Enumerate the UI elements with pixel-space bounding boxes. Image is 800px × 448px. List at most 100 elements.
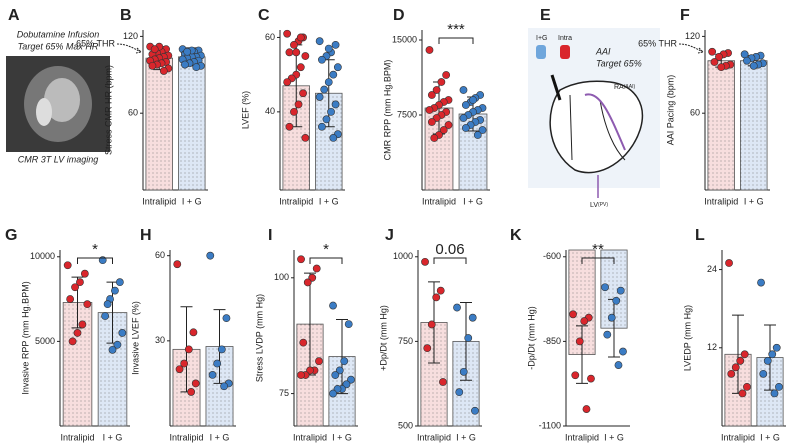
- error-bar: [576, 325, 588, 384]
- data-point: [459, 367, 468, 376]
- data-point: [743, 56, 751, 65]
- data-point: [461, 101, 470, 109]
- data-point: [78, 320, 87, 329]
- data-point: [775, 382, 783, 391]
- data-point: [329, 134, 338, 142]
- y-tick-label: 30: [155, 335, 165, 345]
- y-axis-label: +Dp/Dt (mm Hg): [378, 305, 388, 371]
- data-point: [187, 388, 196, 396]
- data-point: [715, 52, 723, 61]
- data-point: [283, 29, 292, 38]
- data-point: [442, 71, 451, 79]
- data-point: [344, 320, 353, 329]
- data-point: [148, 61, 157, 70]
- y-tick-label: 60: [128, 108, 138, 118]
- data-point: [749, 61, 758, 70]
- data-point: [66, 295, 75, 303]
- data-point: [285, 48, 294, 57]
- panel-letter: D: [393, 7, 405, 24]
- data-point: [68, 337, 77, 346]
- data-point: [421, 257, 429, 266]
- data-point: [768, 350, 777, 359]
- data-point: [173, 260, 182, 269]
- data-point: [619, 347, 627, 356]
- data-point: [290, 40, 298, 49]
- data-point: [603, 330, 612, 339]
- x-tick-label: I + G: [319, 196, 339, 206]
- significance: ***: [447, 21, 465, 38]
- data-point: [213, 359, 222, 368]
- data-point: [292, 48, 301, 57]
- y-tick-label: 12: [707, 342, 717, 352]
- heart-wall: [569, 94, 626, 161]
- data-point: [575, 337, 584, 346]
- y-tick-label: 750: [398, 336, 413, 346]
- data-point: [444, 121, 453, 129]
- panel-letter: H: [140, 227, 152, 244]
- data-point: [208, 371, 217, 379]
- significance: 0.06: [435, 241, 464, 258]
- significance-bracket: [433, 257, 467, 264]
- data-point: [301, 134, 310, 142]
- data-point: [296, 63, 305, 72]
- data-point: [469, 96, 477, 104]
- threshold-arrow: [116, 43, 143, 54]
- heart: [549, 80, 644, 174]
- data-point: [333, 63, 342, 72]
- data-point: [299, 89, 307, 98]
- data-point: [290, 107, 298, 116]
- mode: AAI: [595, 46, 611, 56]
- data-point: [324, 78, 333, 86]
- data-point: [103, 300, 112, 309]
- y-tick-label: 10000: [30, 251, 55, 261]
- data-point: [192, 63, 201, 72]
- x-tick-label: Intralipid: [565, 432, 599, 442]
- y-tick-label: 7500: [397, 109, 417, 119]
- panel: G 5000 10000 Invasive RPP (mm Hg.BPM) Intral…: [5, 227, 130, 442]
- data-point: [315, 357, 323, 366]
- panel-letter: K: [510, 227, 522, 244]
- x-tick-label: I + G: [463, 196, 483, 206]
- mri-cavity: [36, 98, 52, 126]
- x-tick-label: I + G: [182, 196, 202, 206]
- data-point: [738, 389, 747, 398]
- pacing-lead: [584, 93, 626, 151]
- panel: I 75 100 Stress LVDP (mm Hg) Intralipid I + G…: [254, 227, 358, 442]
- data-point: [461, 124, 470, 132]
- significance: *: [323, 241, 329, 258]
- catheter: [550, 74, 562, 101]
- data-point: [206, 251, 215, 260]
- x-tick-label: Intralipid: [721, 432, 755, 442]
- data-point: [331, 40, 340, 49]
- data-point: [725, 259, 733, 267]
- data-point: [76, 278, 84, 287]
- bar: [707, 60, 735, 191]
- data-point: [459, 86, 468, 94]
- data-point: [315, 37, 324, 46]
- y-tick-label: 120: [123, 31, 138, 41]
- data-point: [118, 329, 127, 337]
- data-point: [614, 361, 623, 369]
- threshold-label: 65% THR: [638, 38, 677, 48]
- data-point: [318, 122, 326, 131]
- charts: B 60 120 Stress CMR HR (bpm) Intralipid I + G…: [5, 7, 786, 442]
- y-tick-label: 15000: [392, 34, 417, 44]
- data-point: [299, 338, 308, 347]
- x-tick-label: Intralipid: [704, 196, 738, 206]
- data-point: [473, 131, 482, 139]
- y-axis-label: LVEDP (mm Hg): [682, 305, 692, 371]
- data-point: [580, 317, 589, 325]
- bag-label: I+G: [536, 35, 547, 42]
- data-point: [601, 283, 609, 292]
- data-point: [191, 379, 200, 388]
- data-point: [427, 320, 436, 329]
- data-point: [220, 382, 229, 391]
- data-point: [71, 283, 79, 292]
- y-tick-label: 120: [685, 31, 700, 41]
- data-point: [740, 350, 749, 359]
- panel: J 500 750 1000 +Dp/Dt (mm Hg) Intralipid I + G…: [378, 227, 482, 442]
- bag: [536, 45, 546, 59]
- data-point: [180, 359, 189, 368]
- data-point: [571, 371, 580, 380]
